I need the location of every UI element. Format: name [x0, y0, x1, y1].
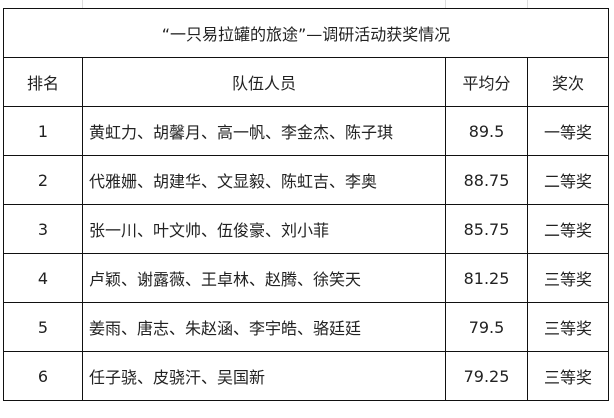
score-cell[interactable]: 85.75	[445, 204, 528, 254]
header-members[interactable]: 队伍人员	[82, 57, 446, 107]
members-cell[interactable]: 张一川、叶文帅、伍俊豪、刘小菲	[82, 204, 446, 254]
score-cell[interactable]: 88.75	[445, 155, 528, 205]
members-cell[interactable]: 任子骁、皮骁汗、吴国新	[82, 351, 446, 401]
rank-cell[interactable]: 1	[3, 106, 83, 156]
score-cell[interactable]: 79.5	[445, 302, 528, 352]
award-cell[interactable]: 二等奖	[527, 204, 609, 254]
header-rank[interactable]: 排名	[3, 57, 83, 107]
score-cell[interactable]: 81.25	[445, 253, 528, 303]
table-row: 3 张一川、叶文帅、伍俊豪、刘小菲 85.75 二等奖	[3, 204, 609, 254]
header-award[interactable]: 奖次	[527, 57, 609, 107]
table-row: 1 黄虹力、胡馨月、高一帆、李金杰、陈子琪 89.5 一等奖	[3, 106, 609, 156]
rank-cell[interactable]: 2	[3, 155, 83, 205]
title-row: “一只易拉罐的旅途”—调研活动获奖情况	[3, 8, 609, 58]
sheet-gridline	[527, 0, 528, 8]
members-cell[interactable]: 代雅姗、胡建华、文显毅、陈虹吉、李奥	[82, 155, 446, 205]
rank-cell[interactable]: 6	[3, 351, 83, 401]
award-cell[interactable]: 三等奖	[527, 302, 609, 352]
award-cell[interactable]: 一等奖	[527, 106, 609, 156]
rank-cell[interactable]: 3	[3, 204, 83, 254]
award-cell[interactable]: 三等奖	[527, 351, 609, 401]
score-cell[interactable]: 79.25	[445, 351, 528, 401]
sheet-gridline	[445, 0, 446, 8]
sheet-gridline	[82, 0, 83, 8]
header-score[interactable]: 平均分	[445, 57, 528, 107]
members-cell[interactable]: 黄虹力、胡馨月、高一帆、李金杰、陈子琪	[82, 106, 446, 156]
score-cell[interactable]: 89.5	[445, 106, 528, 156]
table-row: 6 任子骁、皮骁汗、吴国新 79.25 三等奖	[3, 351, 609, 401]
award-cell[interactable]: 二等奖	[527, 155, 609, 205]
members-cell[interactable]: 姜雨、唐志、朱赵涵、李宇皓、骆廷廷	[82, 302, 446, 352]
table-row: 2 代雅姗、胡建华、文显毅、陈虹吉、李奥 88.75 二等奖	[3, 155, 609, 205]
table-row: 4 卢颖、谢露薇、王卓林、赵腾、徐笑天 81.25 三等奖	[3, 253, 609, 303]
awards-table: “一只易拉罐的旅途”—调研活动获奖情况 排名 队伍人员 平均分 奖次 1 黄虹力、…	[3, 8, 609, 401]
table-row: 5 姜雨、唐志、朱赵涵、李宇皓、骆廷廷 79.5 三等奖	[3, 302, 609, 352]
rank-cell[interactable]: 5	[3, 302, 83, 352]
header-row: 排名 队伍人员 平均分 奖次	[3, 57, 609, 107]
rank-cell[interactable]: 4	[3, 253, 83, 303]
award-cell[interactable]: 三等奖	[527, 253, 609, 303]
members-cell[interactable]: 卢颖、谢露薇、王卓林、赵腾、徐笑天	[82, 253, 446, 303]
table-title[interactable]: “一只易拉罐的旅途”—调研活动获奖情况	[3, 8, 609, 58]
